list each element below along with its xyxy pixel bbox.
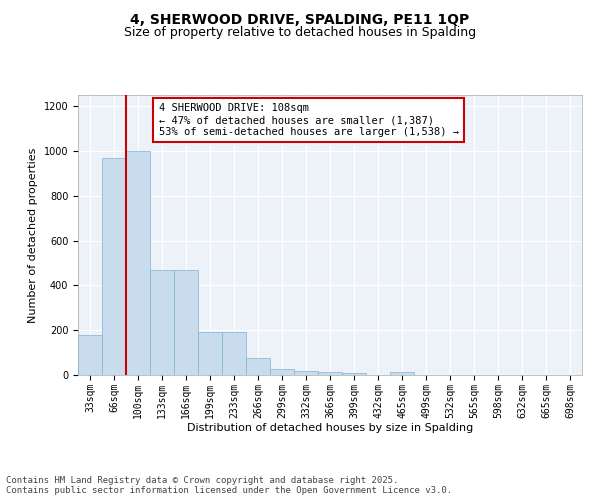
Text: Contains HM Land Registry data © Crown copyright and database right 2025.
Contai: Contains HM Land Registry data © Crown c… <box>6 476 452 495</box>
Text: 4, SHERWOOD DRIVE, SPALDING, PE11 1QP: 4, SHERWOOD DRIVE, SPALDING, PE11 1QP <box>130 12 470 26</box>
Bar <box>390 372 414 375</box>
Text: 4 SHERWOOD DRIVE: 108sqm
← 47% of detached houses are smaller (1,387)
53% of sem: 4 SHERWOOD DRIVE: 108sqm ← 47% of detach… <box>158 104 458 136</box>
Text: Size of property relative to detached houses in Spalding: Size of property relative to detached ho… <box>124 26 476 39</box>
Bar <box>294 370 318 375</box>
Bar <box>222 332 246 375</box>
Bar <box>126 151 150 375</box>
Bar <box>150 270 174 375</box>
Bar <box>198 332 222 375</box>
Bar <box>246 358 270 375</box>
X-axis label: Distribution of detached houses by size in Spalding: Distribution of detached houses by size … <box>187 424 473 434</box>
Bar <box>174 270 198 375</box>
Bar <box>318 372 342 375</box>
Bar <box>78 334 102 375</box>
Bar <box>342 373 366 375</box>
Y-axis label: Number of detached properties: Number of detached properties <box>28 148 38 322</box>
Bar <box>102 158 126 375</box>
Bar <box>270 370 294 375</box>
